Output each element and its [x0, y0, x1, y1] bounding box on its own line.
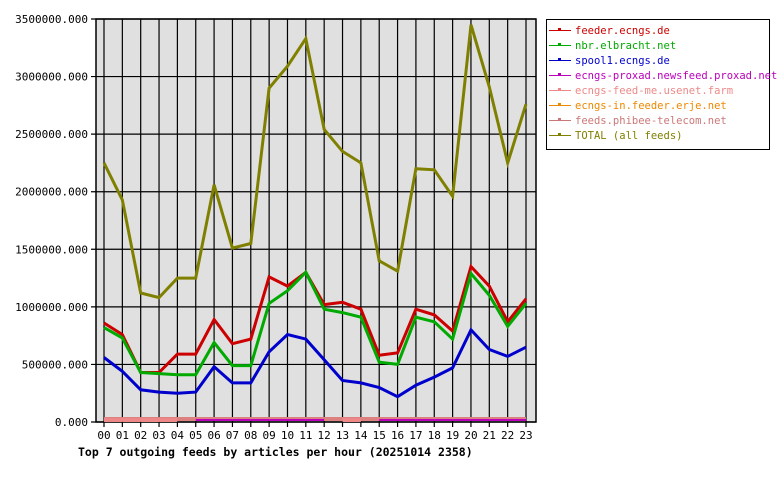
legend-label: ecngs-in.feeder.erje.net [575, 99, 727, 112]
x-tick-label: 13 [336, 429, 349, 442]
x-tick-label: 06 [207, 429, 220, 442]
x-tick-label: 15 [373, 429, 386, 442]
x-tick-label: 10 [281, 429, 294, 442]
x-tick-label: 22 [501, 429, 514, 442]
y-tick-label: 3000000.000 [15, 71, 88, 84]
legend-label: nbr.elbracht.net [575, 39, 677, 52]
x-tick-label: 02 [134, 429, 147, 442]
x-tick-label: 21 [483, 429, 496, 442]
x-axis-ticks: 00 01 02 03 04 05 06 07 08 09 10 11 12 13 14 15 16 17 18 19… [97, 429, 532, 442]
legend-line-marker-icon [549, 41, 571, 50]
chart-title: Top 7 outgoing feeds by articles per hou… [78, 445, 473, 459]
legend-item: ecngs-feed-me.usenet.farm [547, 83, 769, 98]
legend-line-marker-icon [549, 56, 571, 65]
x-tick-label: 23 [519, 429, 532, 442]
x-tick-label: 16 [391, 429, 404, 442]
y-tick-label: 0.000 [55, 416, 88, 429]
legend-label: spool1.ecngs.de [575, 54, 670, 67]
x-tick-label: 20 [464, 429, 477, 442]
y-tick-label: 500000.000 [22, 358, 88, 371]
x-tick-label: 11 [299, 429, 312, 442]
y-axis-ticks: 0.000 500000.000 1000000.000 1500000.000 200… [15, 13, 88, 429]
legend-item: nbr.elbracht.net [547, 38, 769, 53]
legend-label: feeder.ecngs.de [575, 24, 670, 37]
legend-line-marker-icon [549, 101, 571, 110]
x-tick-label: 08 [244, 429, 257, 442]
y-tick-label: 1000000.000 [15, 301, 88, 314]
legend-label: ecngs-feed-me.usenet.farm [575, 84, 734, 97]
x-tick-label: 03 [152, 429, 165, 442]
series-line [103, 327, 527, 399]
x-tick-label: 05 [189, 429, 202, 442]
series-lines [102, 24, 528, 422]
y-tick-label: 1500000.000 [15, 243, 88, 256]
x-tick-label: 19 [446, 429, 459, 442]
legend-line-marker-icon [549, 26, 571, 35]
legend-line-marker-icon [549, 131, 571, 140]
legend-line-marker-icon [549, 71, 571, 80]
legend-label: TOTAL (all feeds) [575, 129, 683, 142]
legend-item: TOTAL (all feeds) [547, 128, 769, 143]
y-tick-label: 2500000.000 [15, 128, 88, 141]
plot-area [95, 18, 537, 423]
series-line [102, 24, 528, 300]
legend: feeder.ecngs.de nbr.elbracht.net spool1.ec… [546, 19, 777, 150]
x-tick-label: 04 [171, 429, 185, 442]
x-tick-label: 18 [428, 429, 441, 442]
x-tick-label: 17 [409, 429, 422, 442]
x-tick-label: 09 [263, 429, 276, 442]
legend-line-marker-icon [549, 86, 571, 95]
x-tick-label: 00 [97, 429, 110, 442]
legend-item: feeds.phibee-telecom.net [547, 113, 769, 128]
x-tick-label: 01 [116, 429, 129, 442]
legend-item: spool1.ecngs.de [547, 53, 769, 68]
x-tick-label: 12 [318, 429, 331, 442]
legend-line-marker-icon [549, 116, 571, 125]
legend-label: feeds.phibee-telecom.net [575, 114, 727, 127]
legend-item: ecngs-in.feeder.erje.net [547, 98, 769, 113]
y-tick-label: 3500000.000 [15, 13, 88, 26]
legend-item: feeder.ecngs.de [547, 23, 769, 38]
x-tick-label: 14 [354, 429, 368, 442]
series-line [103, 269, 528, 377]
legend-label: ecngs-proxad.newsfeed.proxad.net [575, 69, 778, 82]
y-tick-label: 2000000.000 [15, 186, 88, 199]
legend-item: ecngs-proxad.newsfeed.proxad.net [547, 68, 777, 83]
x-tick-label: 07 [226, 429, 239, 442]
